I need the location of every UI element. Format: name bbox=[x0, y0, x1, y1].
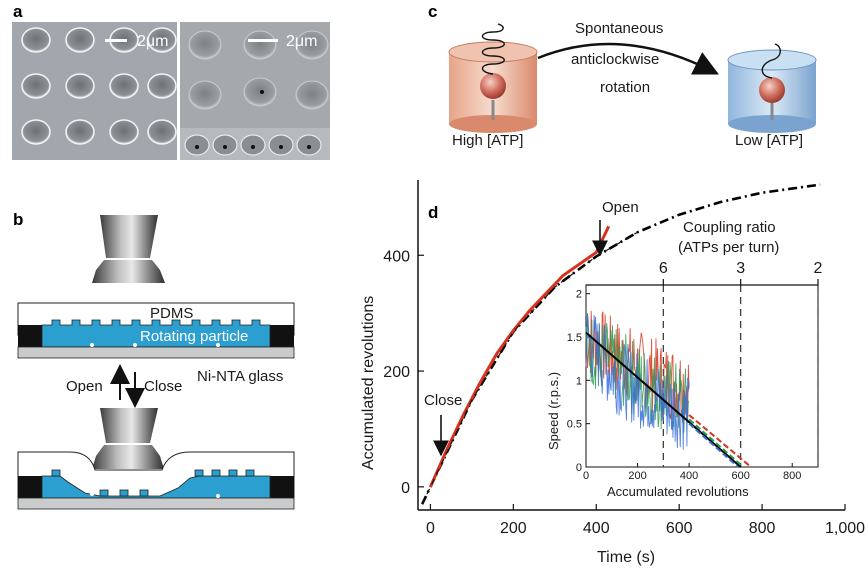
low-atp-label: Low [ATP] bbox=[735, 132, 803, 149]
main-series bbox=[420, 183, 821, 505]
high-atp-chamber: High [ATP] bbox=[448, 23, 538, 149]
inset-x-tick-label: 0 bbox=[583, 470, 589, 482]
coupling-ratio: Coupling ratio (ATPs per turn) bbox=[678, 219, 779, 256]
inset-x-tick-label: 800 bbox=[783, 470, 801, 482]
scale-bar-left bbox=[105, 39, 127, 42]
inset-trace bbox=[585, 313, 690, 450]
coupling-title-2: (ATPs per turn) bbox=[678, 239, 779, 256]
main-y-tick-label: 200 bbox=[383, 364, 410, 381]
open-annotation: Open bbox=[592, 199, 639, 257]
panel-a: a 2μm bbox=[12, 2, 330, 160]
inset-y-tick-label: 2 bbox=[576, 289, 582, 301]
inset-x-label: Accumulated revolutions bbox=[607, 484, 749, 499]
main-x-tick-label: 200 bbox=[500, 520, 527, 537]
glass-label: Ni-NTA glass bbox=[197, 368, 283, 385]
coupling-title-1: Coupling ratio bbox=[683, 219, 776, 236]
panel-label-b: b bbox=[13, 210, 23, 229]
main-x-tick-label: 1,000 bbox=[825, 520, 865, 537]
close-label: Close bbox=[144, 378, 182, 395]
sem-image-left: 2μm bbox=[12, 22, 177, 160]
inset-fit-line bbox=[585, 331, 742, 468]
inset-y-tick-label: 0.5 bbox=[567, 419, 582, 431]
inset-fit-line bbox=[688, 418, 744, 468]
inset-y-tick-label: 1.5 bbox=[567, 332, 582, 344]
arrow-text-2: anticlockwise bbox=[571, 51, 659, 68]
close-annotation-label: Close bbox=[424, 392, 462, 409]
sem-image-right: 2μm bbox=[180, 22, 330, 160]
panel-c: c High [ATP] Spontaneous anticlockwise r… bbox=[428, 2, 817, 149]
inset-chart: 0 200 400 600 800 0 0.5 1 1.5 2 6 3 2 Speed (r.p.s.)… bbox=[546, 260, 823, 499]
inset-x-tick-label: 400 bbox=[680, 470, 698, 482]
panel-label-c: c bbox=[428, 2, 437, 21]
open-annotation-label: Open bbox=[602, 199, 639, 216]
main-x-label: Time (s) bbox=[597, 549, 655, 566]
inset-x-tick-label: 200 bbox=[628, 470, 646, 482]
high-atp-label: High [ATP] bbox=[452, 132, 523, 149]
panel-b: b PDMS Rotating particle Ni-NTA glass Op… bbox=[13, 210, 295, 510]
main-x-tick-label: 600 bbox=[666, 520, 693, 537]
objective-bottom bbox=[92, 408, 164, 469]
scale-label-right: 2μm bbox=[286, 33, 317, 50]
objective-top bbox=[92, 215, 165, 283]
inset-y-tick-label: 1 bbox=[576, 375, 582, 387]
open-close-arrows: Open Close bbox=[66, 364, 182, 408]
panel-label-a: a bbox=[13, 2, 23, 21]
main-y-label: Accumulated revolutions bbox=[360, 296, 377, 470]
particle-label: Rotating particle bbox=[140, 328, 248, 345]
scale-label-left: 2μm bbox=[137, 33, 168, 50]
measured-curve bbox=[429, 225, 611, 488]
inset-y-tick-label: 0 bbox=[576, 462, 582, 474]
coupling-tick-label: 3 bbox=[736, 260, 745, 277]
inset-ticks: 0 200 400 600 800 0 0.5 1 1.5 2 6 3 2 bbox=[567, 260, 823, 482]
main-x-tick-label: 0 bbox=[426, 520, 435, 537]
low-atp-chamber: Low [ATP] bbox=[727, 43, 817, 149]
inset-fit-line bbox=[688, 422, 739, 468]
coupling-tick-label: 2 bbox=[814, 260, 823, 277]
inset-trace bbox=[585, 310, 690, 423]
coupling-tick-label: 6 bbox=[659, 260, 668, 277]
main-y-tick-label: 0 bbox=[401, 480, 410, 497]
inset-series bbox=[585, 310, 752, 468]
pdms-label: PDMS bbox=[150, 305, 193, 322]
inset-y-label: Speed (r.p.s.) bbox=[546, 372, 561, 450]
chamber-top: PDMS Rotating particle Ni-NTA glass bbox=[17, 302, 295, 385]
main-y-tick-label: 400 bbox=[383, 248, 410, 265]
chamber-bottom bbox=[17, 451, 295, 510]
arrow-text-3: rotation bbox=[600, 79, 650, 96]
inset-x-tick-label: 600 bbox=[731, 470, 749, 482]
scale-bar-right bbox=[248, 39, 278, 42]
open-label: Open bbox=[66, 378, 103, 395]
rotation-arrow: Spontaneous anticlockwise rotation bbox=[537, 20, 719, 96]
arrow-text-1: Spontaneous bbox=[575, 20, 663, 37]
inset-fit-line bbox=[688, 414, 752, 468]
main-x-tick-label: 400 bbox=[583, 520, 610, 537]
main-x-tick-label: 800 bbox=[749, 520, 776, 537]
close-annotation: Close bbox=[424, 392, 462, 457]
panel-label-d: d bbox=[428, 203, 438, 222]
